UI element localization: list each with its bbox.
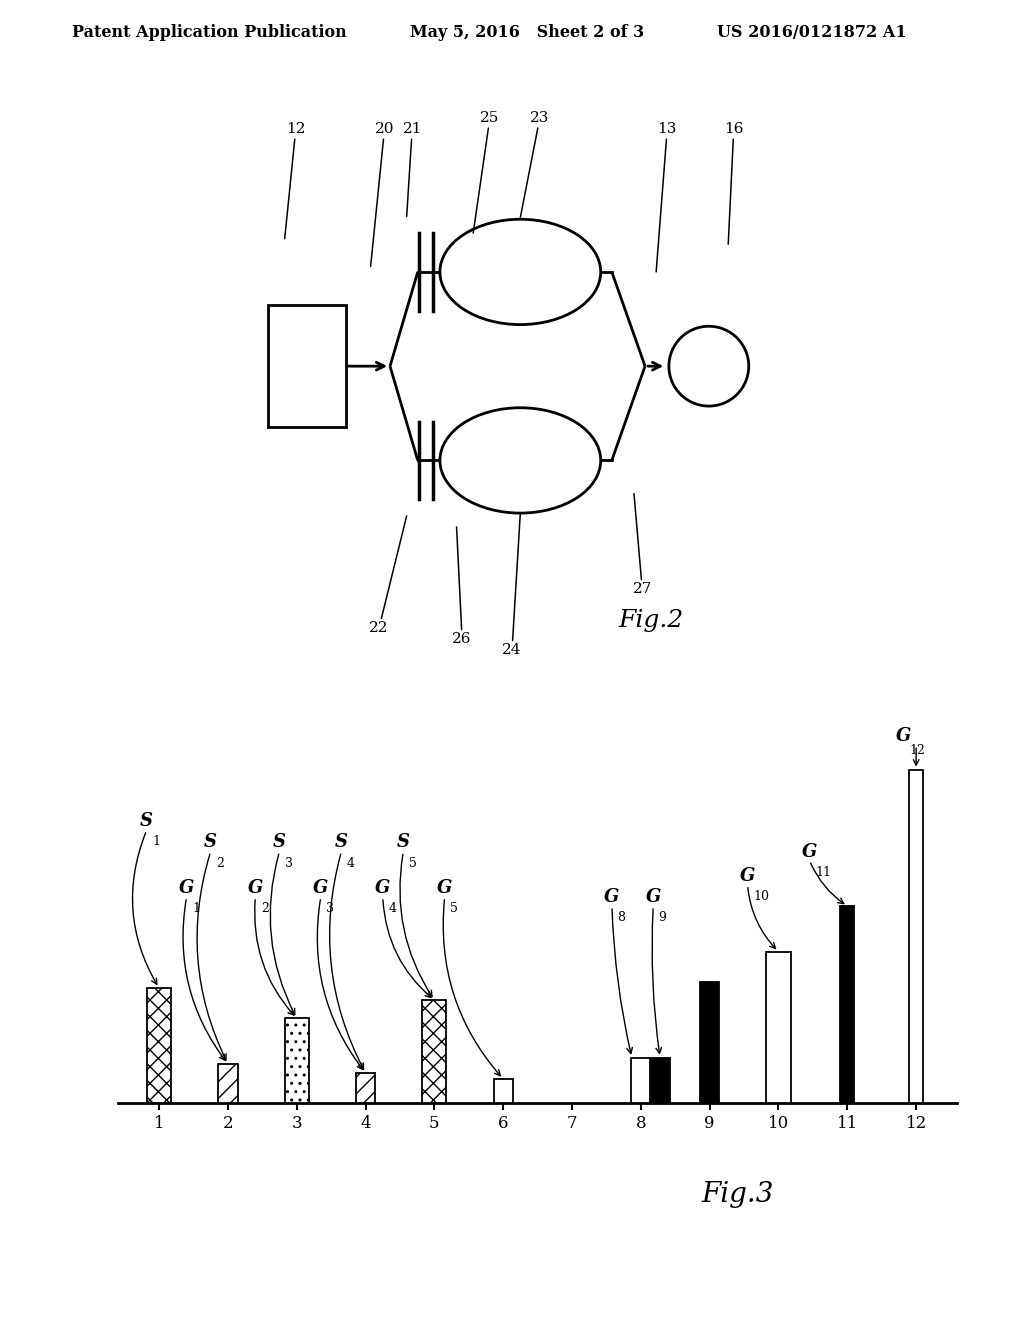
Bar (841, 906, 854, 1104)
Text: May 5, 2016   Sheet 2 of 3: May 5, 2016 Sheet 2 of 3 (410, 24, 644, 41)
Bar (766, 952, 791, 1104)
Text: 9: 9 (658, 911, 667, 924)
Text: 22: 22 (370, 516, 407, 635)
Text: G: G (802, 842, 817, 861)
Text: 21: 21 (402, 123, 422, 216)
Text: 23: 23 (520, 111, 550, 218)
Text: G: G (437, 879, 453, 898)
Text: S: S (204, 833, 217, 851)
Text: 1: 1 (193, 902, 200, 915)
Text: S: S (335, 833, 348, 851)
Text: 12: 12 (909, 744, 925, 758)
Text: S: S (273, 833, 286, 851)
Text: G: G (313, 879, 329, 898)
Text: Patent Application Publication: Patent Application Publication (72, 24, 346, 41)
Bar (700, 982, 719, 1104)
Text: 24: 24 (502, 513, 522, 657)
Ellipse shape (440, 408, 601, 513)
Bar (356, 1073, 375, 1104)
Text: 16: 16 (724, 123, 743, 244)
Text: 3: 3 (285, 857, 293, 870)
Circle shape (669, 326, 749, 407)
Text: G: G (739, 867, 756, 884)
Text: US 2016/0121872 A1: US 2016/0121872 A1 (717, 24, 906, 41)
Text: G: G (896, 727, 911, 746)
Text: 5: 5 (451, 902, 458, 915)
Bar (631, 1057, 650, 1104)
Text: 12: 12 (285, 123, 305, 239)
Text: G: G (179, 879, 195, 898)
Text: Fig.2: Fig.2 (617, 610, 683, 632)
Text: 13: 13 (656, 123, 677, 272)
Ellipse shape (440, 219, 601, 325)
Bar (218, 1064, 238, 1104)
Text: 3: 3 (327, 902, 334, 915)
Text: S: S (397, 833, 410, 851)
Text: G: G (375, 879, 390, 898)
Bar (651, 1057, 671, 1104)
Bar (268, 305, 346, 428)
Text: 5: 5 (409, 857, 417, 870)
Text: 20: 20 (371, 123, 394, 267)
Bar (147, 987, 171, 1104)
Text: 4: 4 (388, 902, 396, 915)
Text: 2: 2 (216, 857, 224, 870)
Text: 11: 11 (815, 866, 830, 879)
Text: 26: 26 (453, 527, 472, 647)
Text: 10: 10 (753, 890, 769, 903)
Bar (285, 1018, 309, 1104)
Text: 25: 25 (473, 111, 500, 234)
Bar (909, 770, 923, 1104)
Bar (494, 1078, 513, 1104)
Text: G: G (604, 888, 620, 906)
Text: 27: 27 (633, 494, 652, 597)
Text: G: G (645, 888, 660, 906)
Text: 1: 1 (153, 836, 160, 849)
Text: Fig.3: Fig.3 (701, 1181, 773, 1208)
Text: 8: 8 (617, 911, 626, 924)
Text: S: S (140, 812, 154, 830)
Text: 4: 4 (347, 857, 355, 870)
Text: 2: 2 (261, 902, 268, 915)
Bar (422, 1001, 446, 1104)
Text: G: G (248, 879, 263, 898)
